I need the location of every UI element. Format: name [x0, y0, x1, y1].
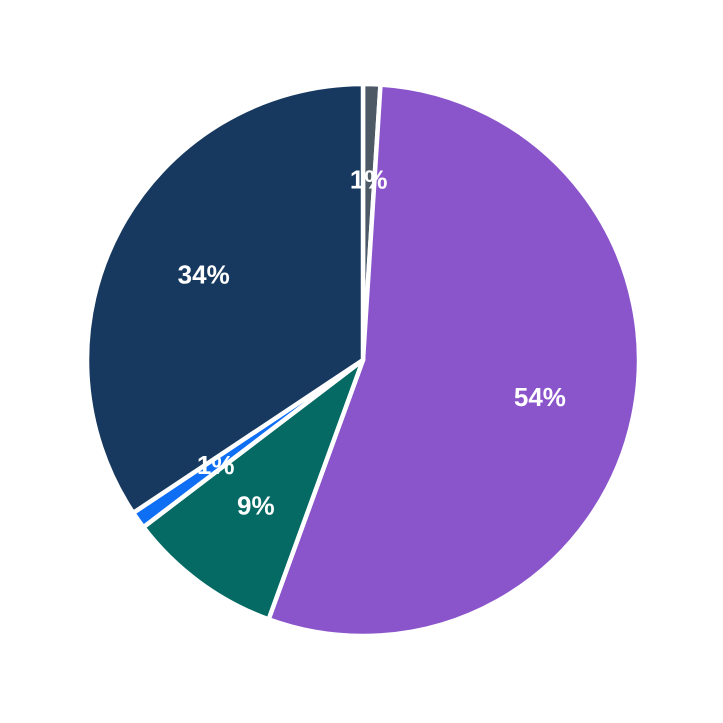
pie-slice-pct-label-1: 54% — [514, 382, 566, 412]
pie-slice-1 — [266, 82, 642, 639]
pie-slice-pct-label-3: 1% — [197, 450, 235, 480]
pie-slice-pct-label-2: 9% — [237, 491, 275, 521]
pie-slice-pct-label-4: 34% — [178, 260, 230, 290]
pie-slice-pct-label-0: 1% — [350, 164, 388, 194]
pie-slice-2 — [141, 357, 366, 622]
pie-slice-4 — [84, 81, 366, 516]
